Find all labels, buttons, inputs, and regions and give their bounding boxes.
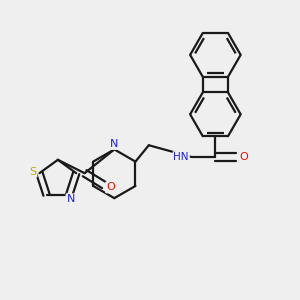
Text: O: O	[239, 152, 248, 162]
Text: O: O	[106, 182, 115, 193]
Text: N: N	[110, 139, 118, 149]
Text: N: N	[67, 194, 75, 204]
Text: S: S	[29, 167, 37, 177]
Text: HN: HN	[173, 152, 189, 162]
